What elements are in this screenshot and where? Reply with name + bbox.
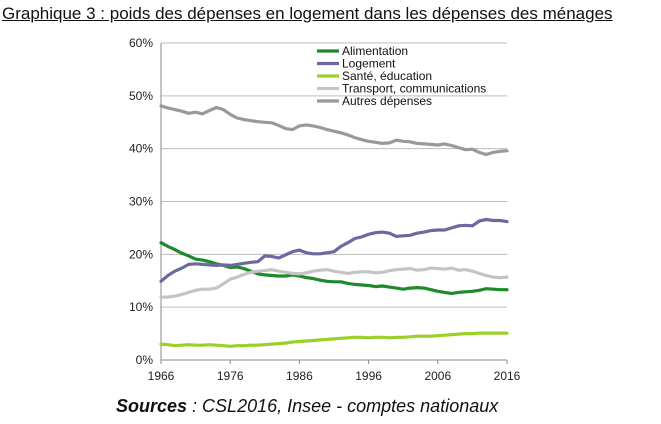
series-line-4 bbox=[159, 266, 509, 299]
x-tick-label: 2016 bbox=[494, 369, 521, 383]
sources-note: Sources : CSL2016, Insee - comptes natio… bbox=[116, 396, 498, 417]
x-tick-label: 1976 bbox=[217, 369, 244, 383]
y-tick-label: 40% bbox=[129, 142, 153, 156]
legend-label: Santé, éducation bbox=[342, 69, 432, 83]
legend-label: Autres dépenses bbox=[342, 94, 432, 108]
y-tick-label: 50% bbox=[129, 89, 153, 103]
legend-label: Transport, communications bbox=[342, 82, 486, 96]
y-tick-label: 0% bbox=[136, 353, 154, 367]
sources-label: Sources bbox=[116, 396, 188, 416]
x-tick-label: 1966 bbox=[148, 369, 175, 383]
gridlines bbox=[160, 42, 507, 361]
series-line-3 bbox=[159, 331, 509, 348]
chart-title: Graphique 3 : poids des dépenses en loge… bbox=[2, 4, 613, 23]
y-tick-label: 30% bbox=[129, 195, 153, 209]
x-tick-label: 1996 bbox=[355, 369, 382, 383]
legend-label: Alimentation bbox=[342, 44, 408, 58]
x-tick-label: 2006 bbox=[424, 369, 451, 383]
y-tick-label: 20% bbox=[129, 247, 153, 261]
legend-label: Logement bbox=[342, 57, 396, 71]
x-tick-label: 1986 bbox=[286, 369, 313, 383]
series-lines bbox=[159, 104, 509, 348]
sources-text: : CSL2016, Insee - comptes nationaux bbox=[187, 396, 499, 416]
y-axis-ticks: 0% 10% 20% 30% 40% 50% 60% bbox=[129, 36, 153, 367]
y-tick-label: 10% bbox=[129, 300, 153, 314]
series-line-5 bbox=[159, 104, 509, 157]
x-axis-ticks: 1966 1976 1986 1996 2006 2016 bbox=[148, 360, 521, 383]
series-line-2 bbox=[159, 217, 509, 283]
y-tick-label: 60% bbox=[129, 36, 153, 50]
